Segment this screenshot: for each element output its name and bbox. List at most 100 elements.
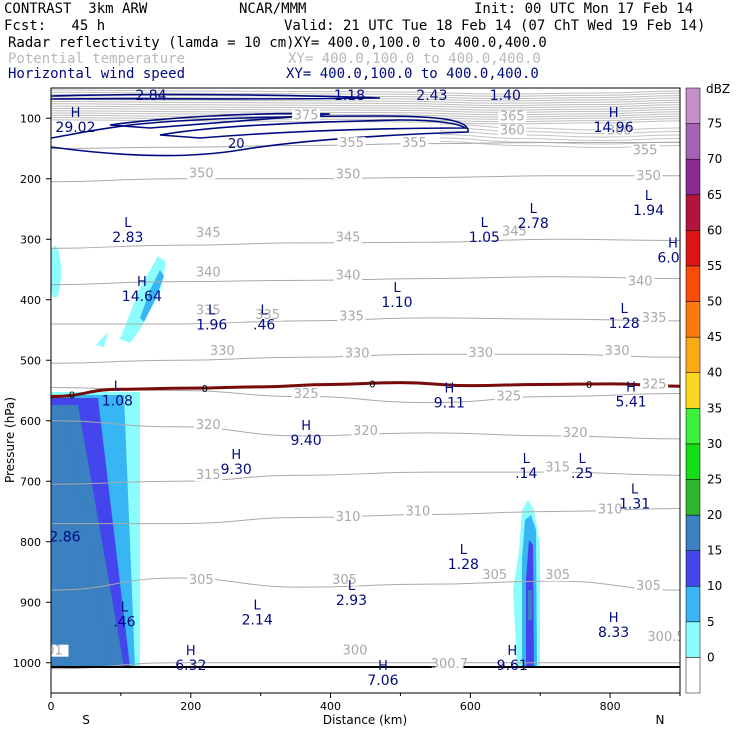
extremum-value: 2.86 xyxy=(49,530,80,546)
y-tick-label: 500 xyxy=(20,354,41,367)
colorbar-level-label: 25 xyxy=(707,472,722,486)
extremum-value: 2.93 xyxy=(336,593,367,609)
extremum-letter: H xyxy=(137,275,147,290)
theta-label-bg xyxy=(634,579,663,592)
theta-contours xyxy=(51,141,680,670)
strato-line xyxy=(51,105,680,111)
y-tick-label: 700 xyxy=(20,475,41,488)
x-tick-label: 600 xyxy=(460,700,481,713)
theta-label: 300.7 xyxy=(431,657,468,672)
theta-label: 315 xyxy=(196,468,221,483)
theta-label: 325 xyxy=(294,387,319,402)
y-tick-label: 800 xyxy=(20,536,41,549)
freezing-level-label: 0 xyxy=(369,379,375,390)
strato-line xyxy=(51,94,680,100)
theta-label: 340 xyxy=(628,275,653,290)
extremum-letter: L xyxy=(346,74,354,89)
theta-label-bg xyxy=(466,347,495,360)
colorbar-swatch xyxy=(685,230,701,267)
theta-contour xyxy=(51,577,680,591)
theta-label-bg xyxy=(596,503,625,516)
theta-label: 350 xyxy=(336,168,361,183)
theta-contour xyxy=(51,175,680,183)
theta-label-bg xyxy=(334,231,363,244)
extremum-letter: L xyxy=(523,452,531,467)
source-label: NCAR/MMM xyxy=(239,1,307,17)
theta-label: 310 xyxy=(406,505,431,520)
extremum-value: 1.28 xyxy=(609,316,640,332)
extremum-value: 9.40 xyxy=(291,433,322,449)
theta-label: 355 xyxy=(402,136,427,151)
extremum-letter: H xyxy=(609,611,619,626)
theta-label: 300 xyxy=(343,644,368,659)
extremum-letter: L xyxy=(645,189,653,204)
colorbar-swatch xyxy=(685,657,701,694)
field-wind-label: Horizontal wind speed xyxy=(8,66,186,82)
colorbar-level-label: 50 xyxy=(707,295,722,309)
field-theta-label: Potential temperature xyxy=(8,51,186,67)
colorbar-swatch xyxy=(685,514,701,551)
theta-label: 355 xyxy=(633,143,658,158)
extremum-value: 1.40 xyxy=(490,88,521,104)
extremum-letter: H xyxy=(668,237,678,252)
extremum-value: 9.30 xyxy=(221,462,252,478)
x-tick-label: 0 xyxy=(48,700,55,713)
colorbar-swatch xyxy=(685,443,701,480)
strato-line xyxy=(51,91,680,97)
extremum-value: .25 xyxy=(571,466,593,482)
theta-label-bg xyxy=(292,388,321,401)
theta-label: 365 xyxy=(500,109,525,124)
extremum-letter: L xyxy=(261,303,269,318)
extremum-letter: H xyxy=(301,419,311,434)
refl-anvil-5dbz xyxy=(120,256,166,343)
extremum-letter: H xyxy=(231,448,241,463)
theta-label-bg xyxy=(435,657,464,670)
refl-anvil-10dbz xyxy=(140,270,164,322)
wind-contour-outer xyxy=(51,115,469,157)
y-tick-label: 900 xyxy=(20,596,41,609)
colorbar-level-label: 40 xyxy=(707,366,722,380)
extremum-value: 5.41 xyxy=(615,395,646,411)
theta-label-bg xyxy=(292,109,321,122)
freezing-level-label: 0 xyxy=(202,384,208,395)
extremum-letter: L xyxy=(121,600,129,615)
theta-label-bg xyxy=(480,569,509,582)
freezing-level-label: 0 xyxy=(586,380,592,391)
theta-label-bg xyxy=(194,227,223,240)
theta-label: 310 xyxy=(598,503,623,518)
extremum-letter: H xyxy=(71,106,81,121)
colorbar-level-label: 70 xyxy=(707,152,722,166)
extremum-value: 1.31 xyxy=(619,496,650,512)
theta-label-bg xyxy=(341,644,370,657)
extremum-value: 1.05 xyxy=(469,230,500,246)
extremum-letter: L xyxy=(348,579,356,594)
theta-label-bg xyxy=(337,310,366,323)
theta-label: 315 xyxy=(545,460,570,475)
theta-label: 335 xyxy=(642,311,667,326)
theta-contour xyxy=(51,471,680,485)
theta-label-bg xyxy=(330,573,359,586)
extremum-letter: L xyxy=(147,74,155,89)
theta-label: 335 xyxy=(255,308,280,323)
theta-label-bg xyxy=(626,275,655,288)
extremum-value: 6.32 xyxy=(175,658,206,674)
model-title: CONTRAST 3km ARW xyxy=(4,1,148,17)
colorbar-swatch xyxy=(685,479,701,516)
extremum-letter: L xyxy=(208,303,216,318)
y-tick-label: 400 xyxy=(20,294,41,307)
colorbar-level-label: 55 xyxy=(707,259,722,273)
theta-label-bg xyxy=(187,573,216,586)
theta-label-bg xyxy=(543,461,572,474)
theta-label-bg xyxy=(494,390,523,403)
theta-contour xyxy=(51,276,680,286)
extremum-letter: L xyxy=(114,380,122,395)
colorbar-swatch xyxy=(685,585,701,623)
strato-line xyxy=(51,119,680,125)
colorbar-level-label: 45 xyxy=(707,330,722,344)
theta-label: 375 xyxy=(294,108,319,123)
strato-line xyxy=(51,112,680,118)
theta-label-bg xyxy=(561,426,590,439)
theta-label-bg xyxy=(652,630,680,643)
init-time: Init: 00 UTC Mon 17 Feb 14 xyxy=(474,1,694,17)
